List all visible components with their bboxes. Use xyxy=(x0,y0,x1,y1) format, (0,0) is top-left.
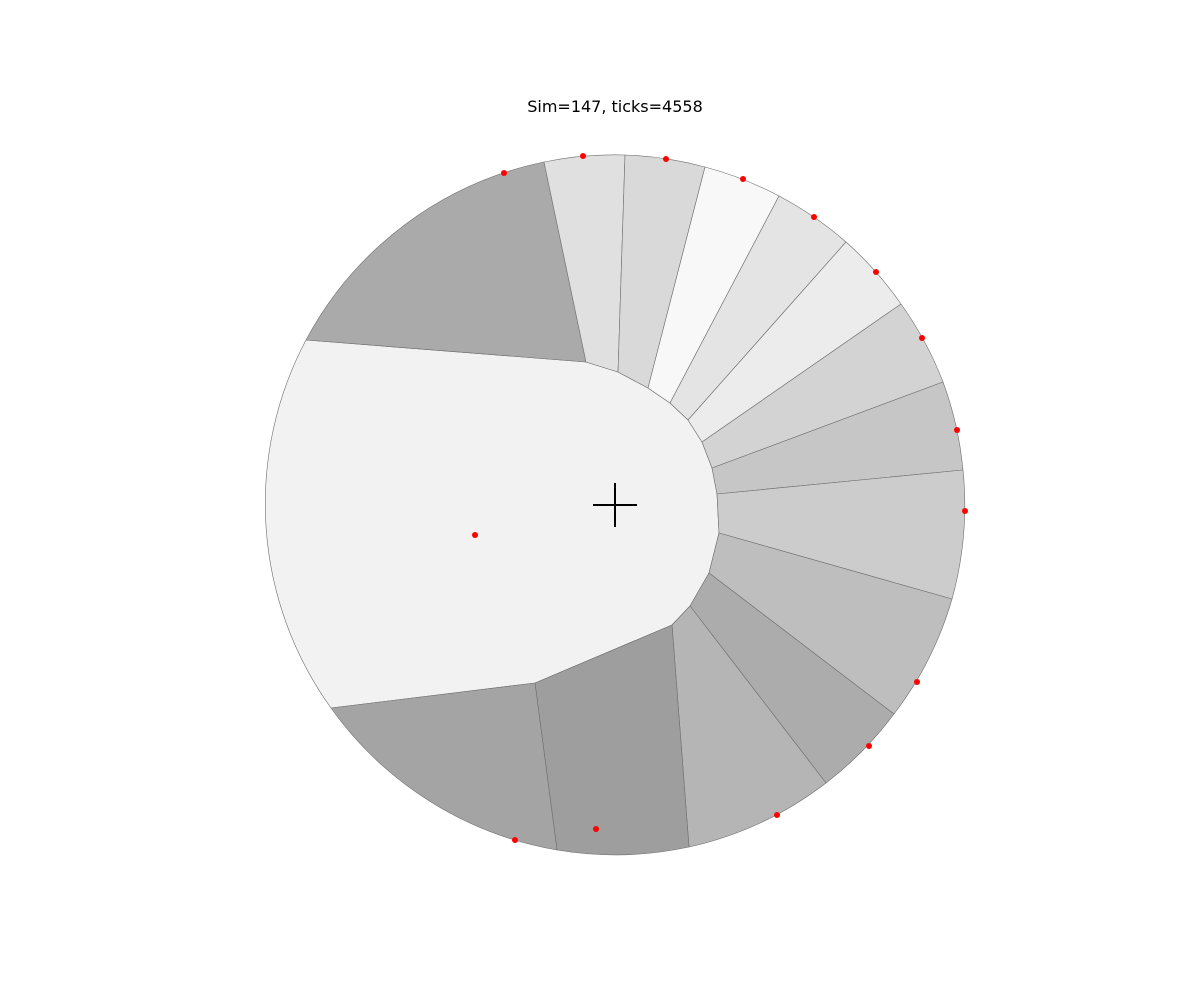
seed-point xyxy=(593,826,599,832)
seed-point xyxy=(472,532,478,538)
voronoi-cells xyxy=(264,154,966,856)
seed-point xyxy=(512,837,518,843)
seed-point xyxy=(914,679,920,685)
seed-point xyxy=(873,269,879,275)
crosshair-icon xyxy=(593,483,637,527)
seed-point xyxy=(962,508,968,514)
seed-point xyxy=(866,743,872,749)
seed-point xyxy=(663,156,669,162)
seed-point xyxy=(954,427,960,433)
seed-point xyxy=(919,335,925,341)
seed-point xyxy=(501,170,507,176)
seed-points xyxy=(472,153,968,843)
wedge-7 xyxy=(711,381,964,495)
lower-left-wedge xyxy=(330,682,558,851)
upper-left-wedge xyxy=(305,161,587,363)
wedge-5 xyxy=(687,241,902,443)
wedge-4 xyxy=(669,195,847,421)
seed-point xyxy=(740,176,746,182)
seed-point xyxy=(774,812,780,818)
seed-point xyxy=(811,214,817,220)
wedge-3 xyxy=(647,166,780,404)
seed-point xyxy=(580,153,586,159)
wedge-2 xyxy=(617,154,706,389)
figure-title: Sim=147, ticks=4558 xyxy=(527,97,703,116)
wedge-6 xyxy=(701,303,944,469)
wedge-1 xyxy=(543,154,626,373)
